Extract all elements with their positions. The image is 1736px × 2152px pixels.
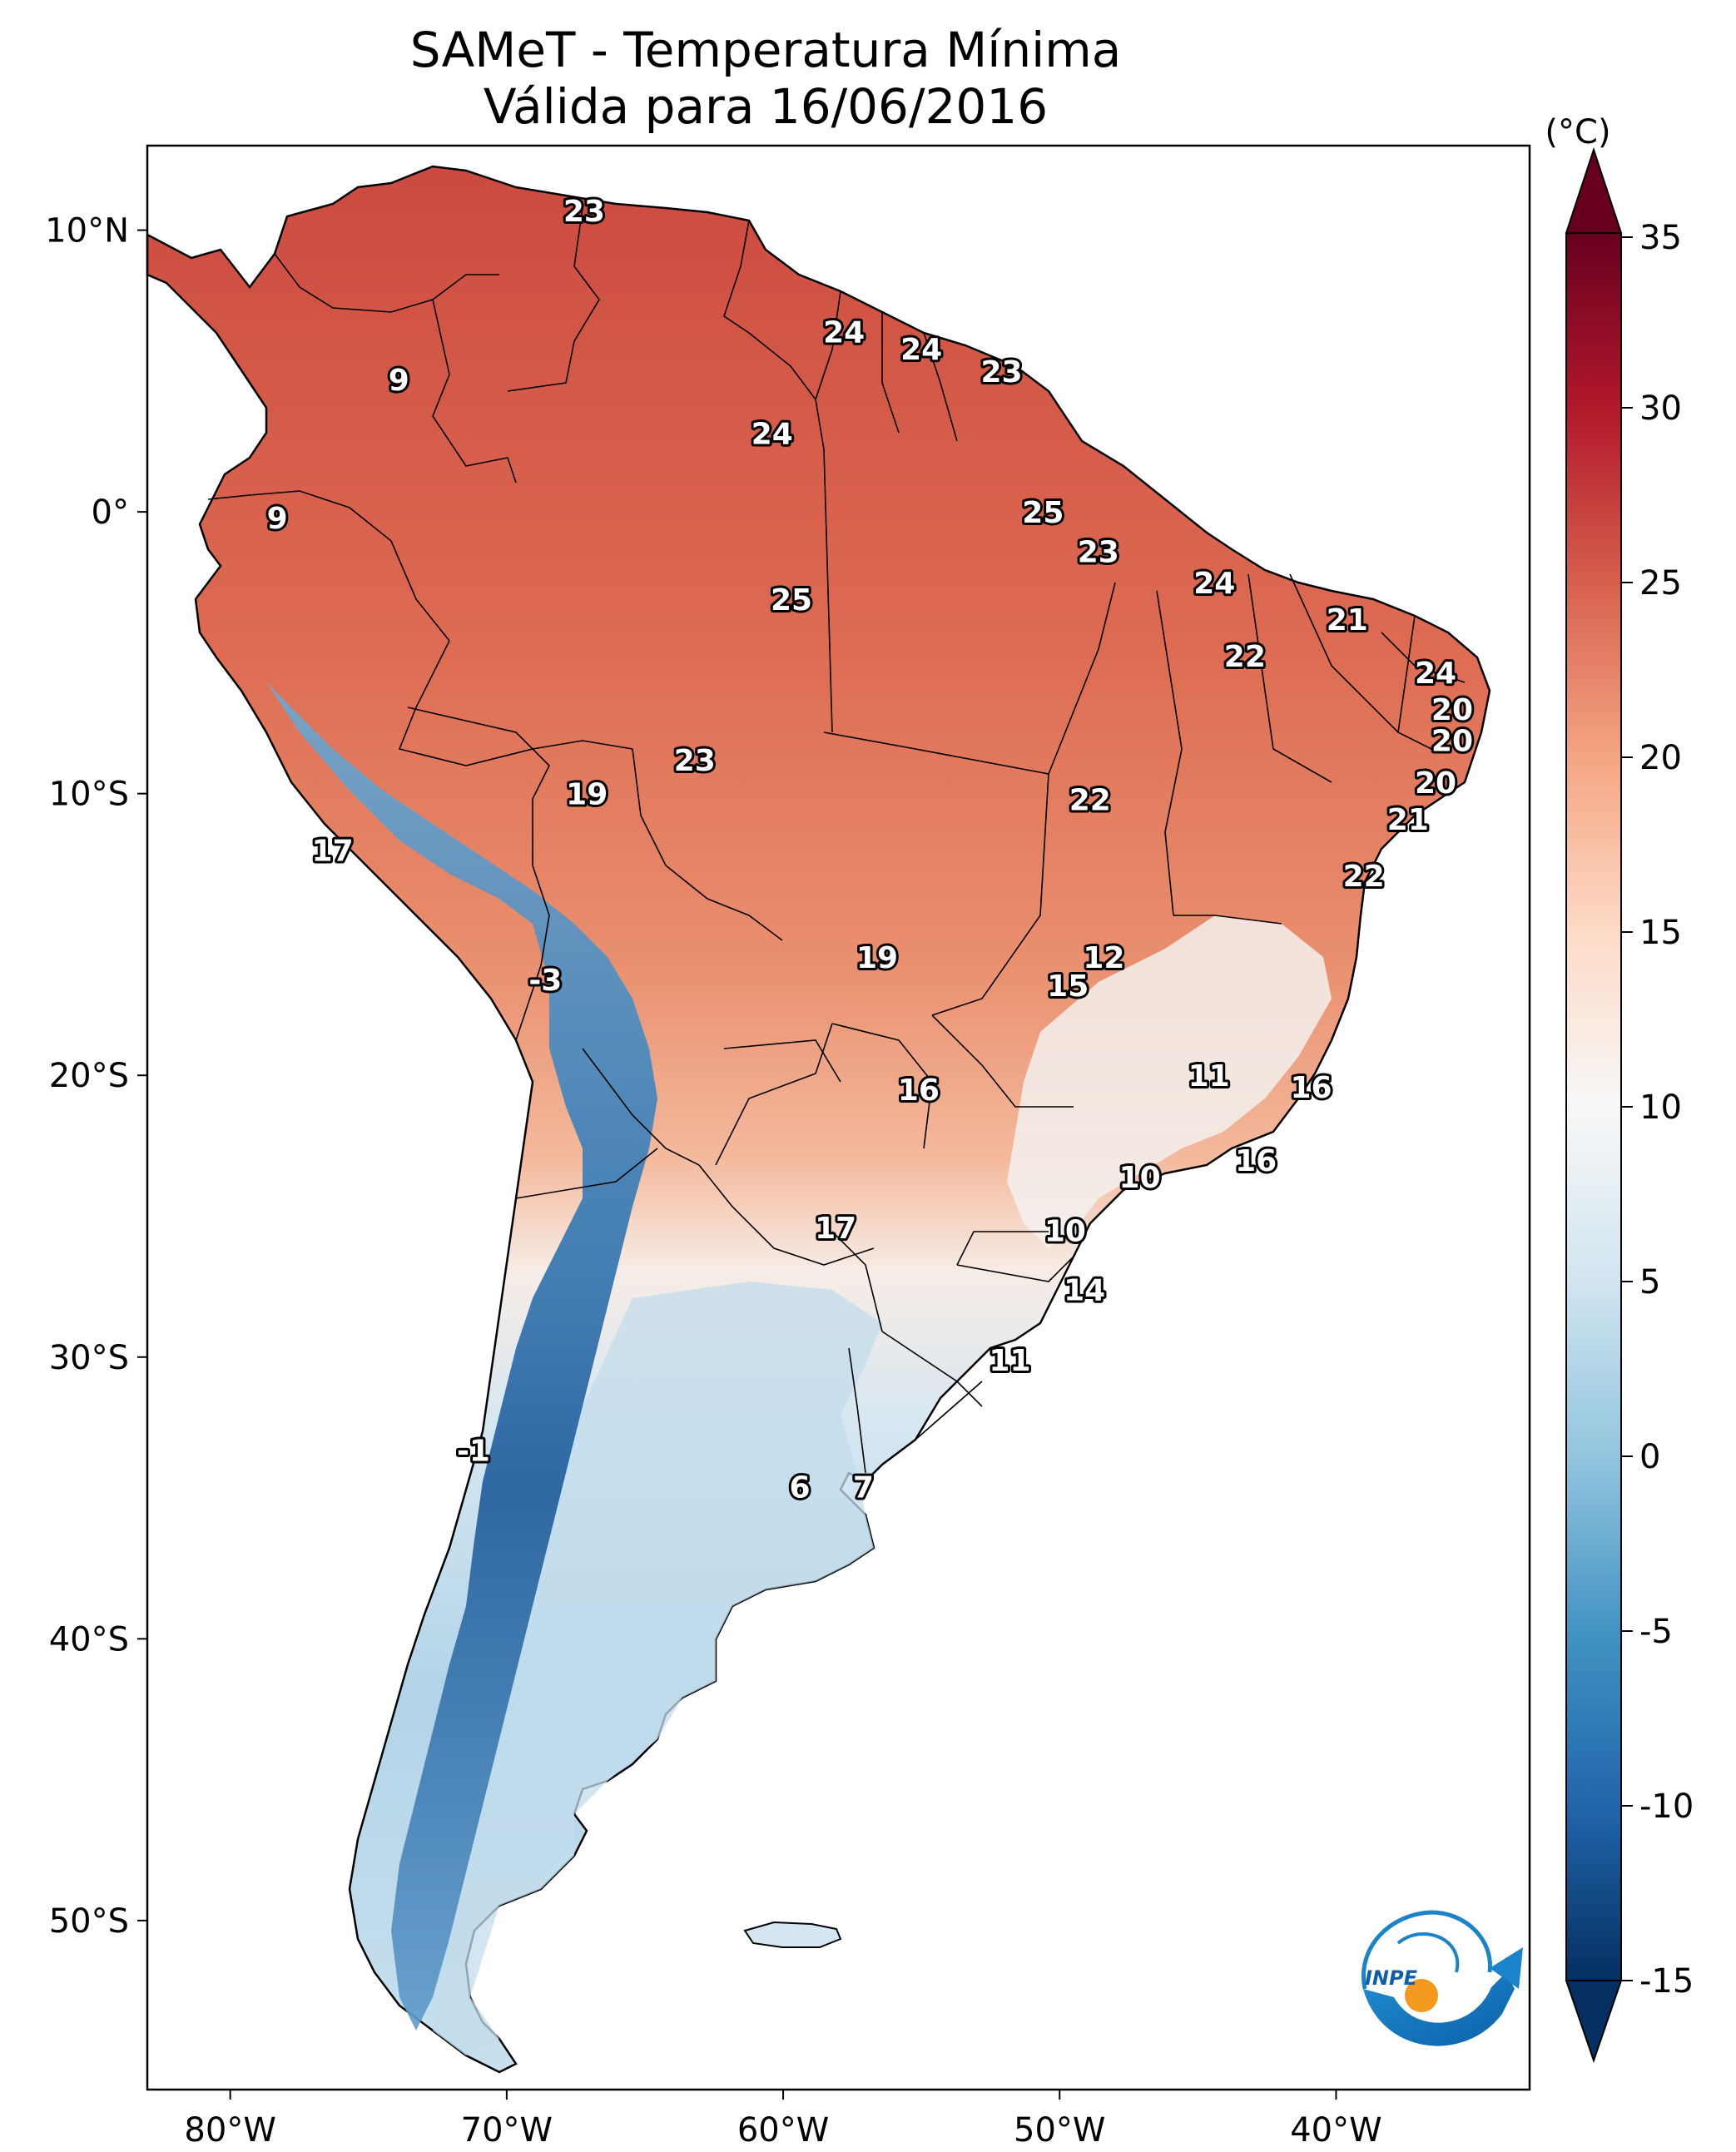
colorbar-tick-label: 20 — [1639, 739, 1682, 777]
temperature-label: 10 — [1044, 1214, 1086, 1248]
colorbar-top-arrow — [1565, 146, 1623, 234]
y-tick-label: 20°S — [49, 1057, 129, 1095]
colorbar: (°C) 35 30 25 20 15 10 5 0 -5 -10 -15 — [1545, 113, 1694, 2064]
temperature-label: 20 — [1415, 766, 1456, 801]
temperature-label: 17 — [815, 1212, 856, 1246]
y-tick-label: 10°S — [49, 776, 129, 814]
temperature-label: 24 — [1415, 657, 1456, 691]
temperature-label: 24 — [823, 315, 865, 350]
temperature-label: 22 — [1069, 783, 1111, 817]
temperature-label: 16 — [898, 1074, 940, 1108]
temperature-label: 22 — [1343, 860, 1385, 894]
colorbar-tick-label: -10 — [1639, 1788, 1694, 1826]
temperature-label: 25 — [1022, 496, 1064, 530]
temperature-label: 10 — [1119, 1161, 1161, 1195]
andes-cold-region — [266, 682, 657, 2031]
x-axis-ticks: 80°W 70°W 60°W 50°W 40°W — [184, 2090, 1382, 2150]
temperature-label: 21 — [1387, 803, 1429, 837]
colorbar-tick-label: 25 — [1639, 564, 1682, 602]
temperature-label: 16 — [1291, 1071, 1332, 1105]
temperature-label: 20 — [1431, 724, 1473, 758]
temperature-label: 23 — [563, 195, 605, 229]
temperature-label: -1 — [457, 1434, 490, 1468]
colorbar-tick-label: 10 — [1639, 1088, 1682, 1127]
x-tick-label: 60°W — [737, 2111, 829, 2150]
temperature-label: 24 — [900, 333, 942, 367]
y-tick-label: 40°S — [49, 1620, 129, 1659]
temperature-label: 17 — [312, 834, 354, 868]
colorbar-gradient — [1565, 232, 1622, 1981]
temperature-label: 7 — [853, 1471, 874, 1505]
colorbar-tick-label: 5 — [1639, 1263, 1660, 1302]
temperature-label: 19 — [856, 941, 898, 975]
temperature-label: 16 — [1235, 1144, 1277, 1178]
temperature-label: -3 — [528, 964, 562, 998]
map-subtitle: Válida para 16/06/2016 — [483, 78, 1049, 135]
colorbar-tick-label: 15 — [1639, 914, 1682, 952]
temperature-label: 23 — [980, 355, 1022, 389]
temperature-label: 25 — [771, 583, 812, 617]
colorbar-tick-label: 0 — [1639, 1438, 1660, 1476]
x-tick-label: 50°W — [1014, 2111, 1105, 2150]
inpe-logo-text: INPE — [1365, 1966, 1418, 1990]
southeast-brazil-cool-region — [1007, 915, 1332, 1248]
colorbar-unit: (°C) — [1545, 113, 1610, 151]
temperature-label: 23 — [1078, 536, 1119, 570]
y-tick-label: 10°N — [45, 212, 129, 250]
temperature-label: 19 — [566, 778, 608, 812]
x-tick-label: 70°W — [461, 2111, 553, 2150]
temperature-label: 6 — [789, 1471, 810, 1505]
temperature-label: 11 — [1188, 1059, 1230, 1093]
falkland-islands — [743, 1921, 842, 1948]
temperature-label: 21 — [1327, 603, 1368, 637]
colorbar-tick-label: -5 — [1639, 1613, 1673, 1651]
colorbar-tick-label: -15 — [1639, 1962, 1694, 2001]
colorbar-bottom-arrow — [1565, 1980, 1623, 2064]
map-title: SAMeT - Temperatura Mínima — [409, 22, 1122, 78]
temperature-label: 9 — [267, 502, 288, 536]
x-tick-label: 40°W — [1290, 2111, 1381, 2150]
temperature-label: 14 — [1064, 1274, 1105, 1308]
map-area — [146, 144, 1531, 2091]
colorbar-ticks: 35 30 25 20 15 10 5 0 -5 -10 -15 — [1621, 219, 1694, 2001]
temperature-label: 24 — [751, 417, 793, 451]
inpe-logo-icon: INPE — [1362, 1910, 1523, 2046]
y-tick-label: 0° — [92, 493, 129, 532]
temperature-label: 11 — [989, 1344, 1030, 1378]
y-tick-label: 30°S — [49, 1339, 129, 1377]
southern-cool-region — [433, 1282, 882, 2055]
x-tick-label: 80°W — [184, 2111, 275, 2150]
y-axis-ticks: 10°N 0° 10°S 20°S 30°S 40°S 50°S — [45, 212, 147, 1941]
colorbar-tick-label: 30 — [1639, 389, 1682, 428]
colorbar-tick-label: 35 — [1639, 219, 1682, 257]
country-borders — [207, 207, 1466, 1474]
temperature-label: 15 — [1047, 969, 1089, 1004]
temperature-label: 24 — [1193, 567, 1235, 601]
temperature-label: 9 — [389, 364, 409, 398]
temperature-label: 12 — [1083, 941, 1124, 975]
temperature-label: 22 — [1224, 640, 1266, 674]
temperature-label: 20 — [1431, 693, 1473, 727]
y-tick-label: 50°S — [49, 1902, 129, 1941]
temperature-label: 23 — [674, 744, 716, 778]
